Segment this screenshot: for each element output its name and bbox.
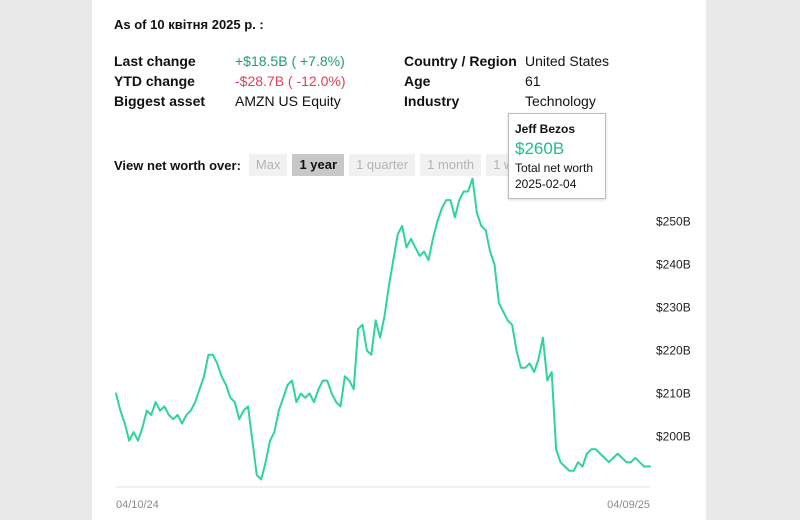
y-tick-label: $230B [656,301,691,315]
industry-label: Industry [404,93,460,109]
y-tick-label: $250B [656,215,691,229]
net-worth-series-line [115,177,651,481]
range-1-year-button[interactable]: 1 year [292,154,345,176]
industry-value: Technology [525,93,596,109]
tooltip-name: Jeff Bezos [515,122,576,136]
age-label: Age [404,73,431,89]
as-of-label: As of [114,17,147,32]
last-change-value: +$18.5B ( +7.8%) [235,53,345,69]
range-1-quarter-button[interactable]: 1 quarter [349,154,416,176]
as-of-date: 10 квітня 2025 р. : [150,17,264,32]
range-selector-label: View net worth over: [114,157,241,173]
tooltip-value: $260B [515,139,565,158]
y-tick-label: $210B [656,386,691,400]
range-max-button[interactable]: Max [248,154,288,176]
y-tick-label: $220B [656,343,691,357]
country-label: Country / Region [404,53,517,69]
range-1-month-button[interactable]: 1 month [420,154,482,176]
country-value: United States [525,53,610,69]
y-tick-label: $240B [656,258,691,272]
chart-tooltip: Jeff Bezos $260B Total net worth 2025-02… [508,113,606,199]
ytd-change-value: -$28.7B ( -12.0%) [235,73,346,89]
x-tick-label: 04/09/25 [607,499,650,511]
y-tick-label: $200B [656,429,691,443]
biggest-asset-label: Biggest asset [114,93,206,109]
biggest-asset-value: AMZN US Equity [235,93,341,109]
net-worth-card: As of 10 квітня 2025 р. : Last change +$… [92,0,706,520]
last-change-label: Last change [114,53,196,69]
ytd-change-label: YTD change [114,73,195,89]
as-of-line: As of 10 квітня 2025 р. : [114,17,264,32]
tooltip-label: Total net worth [515,161,594,175]
age-value: 61 [525,73,541,89]
x-tick-label: 04/10/24 [116,499,159,511]
net-worth-chart[interactable]: $200B $210B $220B $230B $240B $250B 04/10/24 04… [92,0,706,520]
tooltip-date: 2025-02-04 [515,177,577,191]
